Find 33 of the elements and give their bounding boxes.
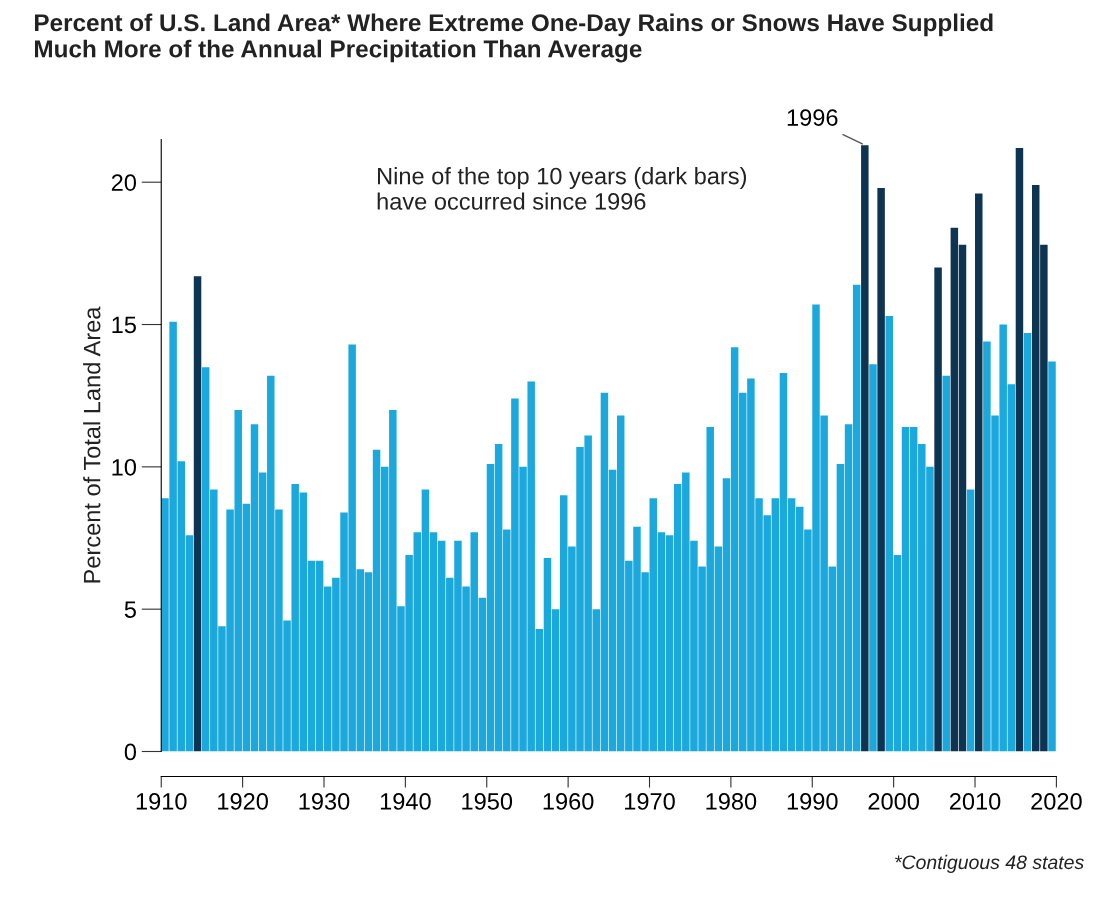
- bar: [861, 145, 869, 752]
- bar: [877, 187, 885, 752]
- x-tick-label: 1940: [380, 793, 431, 810]
- x-tick-label: 1960: [543, 793, 594, 810]
- bar: [1023, 333, 1032, 752]
- y-tick-label: 10: [112, 458, 137, 476]
- x-tick-label: 1920: [218, 793, 268, 810]
- bar: [1048, 361, 1056, 752]
- x-tick-label: 2010: [949, 793, 1001, 810]
- y-tick-label: 0: [124, 743, 137, 761]
- bar: [966, 489, 975, 752]
- y-tick-label: 15: [112, 316, 136, 334]
- x-tick-label: 2000: [868, 793, 919, 810]
- x-tick-label: 1910: [136, 793, 187, 810]
- y-tick-label: 5: [124, 601, 136, 618]
- bar: [1015, 148, 1024, 752]
- x-tick-label: 1970: [625, 793, 675, 810]
- bar: [942, 375, 950, 752]
- x-tick-label: 2020: [1031, 793, 1082, 810]
- x-tick-label: 1980: [706, 793, 757, 810]
- x-tick-label: 1930: [299, 793, 350, 810]
- x-tick-label: 1950: [462, 793, 513, 810]
- x-tick-label: 1990: [787, 793, 838, 810]
- bar: [869, 364, 877, 752]
- y-axis-title: Percent of Total Land Area: [83, 306, 101, 583]
- bar: [975, 193, 983, 752]
- y-tick-label: 20: [111, 174, 137, 191]
- chart-title: Percent of U.S. Land Area* Where Extreme One-Day Rains or Snows Have Supplied Much More of the Annual Precipitation Than Average: [34, 13, 993, 63]
- bar: [193, 276, 202, 752]
- annotation: Nine of the top 10 years (dark bars) have occurred since 1996: [377, 167, 747, 210]
- annotation: 1996: [787, 109, 838, 126]
- bar: [934, 267, 942, 752]
- text: *Contiguous 48 states: [895, 854, 1084, 873]
